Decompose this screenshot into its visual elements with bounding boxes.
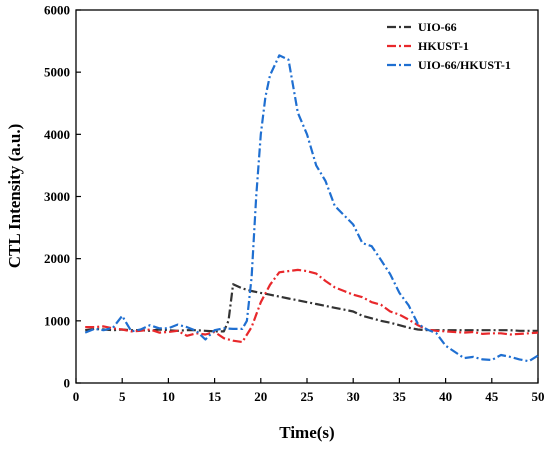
x-axis-title: Time(s) bbox=[279, 423, 334, 442]
y-tick-label: 5000 bbox=[44, 65, 70, 80]
legend-entry: HKUST-1 bbox=[418, 39, 469, 53]
legend: UIO-66 HKUST-1 UIO-66/HKUST-1 bbox=[387, 20, 511, 72]
x-tick-label: 10 bbox=[162, 389, 175, 404]
series-lines bbox=[84, 54, 539, 363]
legend-entry: UIO-66 bbox=[418, 20, 457, 34]
legend-entry: UIO-66/HKUST-1 bbox=[418, 58, 511, 72]
x-tick-label: 5 bbox=[119, 389, 126, 404]
y-axis-title: CTL Intensity (a.u.) bbox=[5, 124, 24, 269]
y-tick-label: 1000 bbox=[44, 313, 70, 328]
x-tick-label: 30 bbox=[347, 389, 360, 404]
x-tick-label: 35 bbox=[393, 389, 407, 404]
x-tick-label: 45 bbox=[485, 389, 499, 404]
y-tick-label: 3000 bbox=[44, 189, 70, 204]
x-tick-label: 15 bbox=[208, 389, 222, 404]
y-tick-label: 2000 bbox=[44, 251, 70, 266]
x-tick-label: 25 bbox=[301, 389, 315, 404]
x-tick-label: 50 bbox=[532, 389, 545, 404]
y-tick-label: 4000 bbox=[44, 127, 70, 142]
series-line-0 bbox=[85, 283, 538, 333]
x-tick-label: 40 bbox=[439, 389, 452, 404]
x-tick-label: 20 bbox=[254, 389, 267, 404]
series-line-2 bbox=[84, 54, 539, 363]
series-line-1 bbox=[85, 268, 539, 344]
x-tick-label: 0 bbox=[73, 389, 80, 404]
y-tick-label: 0 bbox=[64, 376, 71, 391]
x-axis: 0 5 10 15 20 25 30 35 40 45 50 bbox=[73, 378, 545, 404]
y-tick-label: 6000 bbox=[44, 3, 70, 18]
y-axis: 0 1000 2000 3000 4000 5000 6000 bbox=[44, 3, 81, 391]
